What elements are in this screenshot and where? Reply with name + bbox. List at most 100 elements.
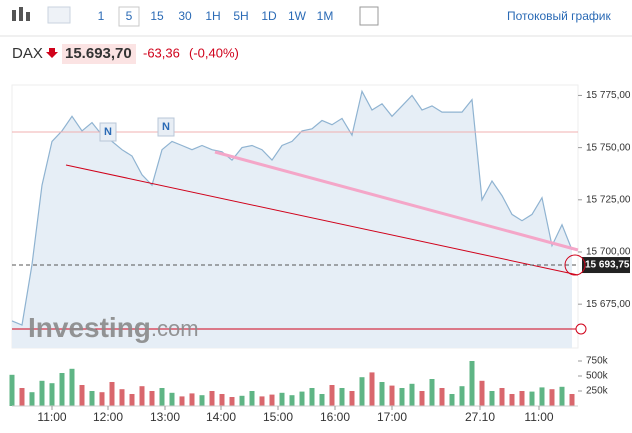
y-tick-label: 15 775,00 (586, 90, 631, 101)
interval[interactable]: 1M (317, 9, 334, 23)
news-marker: N (162, 121, 170, 133)
volume-tick-label: 250k (586, 386, 609, 397)
interval[interactable]: 1H (205, 9, 220, 23)
volume-bar (499, 388, 505, 406)
volume-bar (59, 373, 65, 406)
x-tick-label: 14:00 (206, 410, 236, 424)
volume-bar (419, 391, 425, 406)
interval[interactable]: 30 (178, 9, 192, 23)
selected-interval (118, 6, 140, 27)
volume-bar (279, 392, 285, 406)
volume-bar (139, 386, 145, 406)
interval[interactable]: 1D (261, 9, 277, 23)
volume-bar (19, 388, 25, 406)
volume-bar (159, 388, 165, 406)
volume-bar (449, 394, 455, 406)
x-tick-label: 17:00 (377, 410, 407, 424)
volume-bar (469, 361, 475, 406)
change: -63,36 (143, 45, 180, 60)
volume-tick-label: 750k (586, 356, 609, 367)
volume-bar (219, 394, 225, 406)
toolbar (0, 0, 632, 36)
volume-bar (299, 391, 305, 406)
change-pct: (-0,40%) (189, 45, 239, 60)
volume-bar (349, 391, 355, 406)
news-marker: N (104, 126, 112, 138)
volume-bar (459, 386, 465, 406)
volume-bar (379, 382, 385, 406)
volume-bar (129, 394, 135, 406)
area-fill (12, 91, 572, 349)
volume-bar (509, 394, 515, 406)
price-bg (62, 44, 136, 64)
volume-bar (229, 397, 235, 406)
last-price-box (582, 257, 630, 274)
settings-icon[interactable] (359, 6, 379, 26)
x-tick-label: 11:00 (524, 410, 553, 424)
volume-bar (189, 393, 195, 406)
last-price-label: 15 693,75 (585, 260, 630, 271)
volume-bar (479, 380, 485, 406)
volume-bar (119, 389, 125, 406)
y-tick-label: 15 700,00 (586, 247, 631, 258)
volume-bar (239, 395, 245, 406)
volume-bar (169, 392, 175, 406)
interval[interactable]: 5 (126, 9, 133, 23)
volume-bar (179, 396, 185, 406)
volume-bar (439, 388, 445, 406)
volume-bar (539, 387, 545, 406)
volume-bar (339, 388, 345, 406)
symbol: DAX (12, 45, 43, 62)
level-handle[interactable] (575, 323, 587, 335)
volume-bar (249, 391, 255, 406)
volume-bar (329, 385, 335, 406)
interval[interactable]: 1 (98, 9, 105, 23)
candle-icon[interactable] (12, 7, 30, 21)
y-tick-label: 15 750,00 (586, 142, 631, 153)
down-arrow (46, 48, 58, 58)
volume-bar (109, 382, 115, 406)
volume-bar (489, 391, 495, 406)
watermark-suffix: .com (151, 316, 199, 341)
x-tick-label: 15:00 (263, 410, 293, 424)
stream-link[interactable]: Потоковый график (507, 9, 611, 23)
volume-bar (319, 394, 325, 406)
watermark: Investing.com (28, 312, 199, 343)
volume-bar (289, 395, 295, 406)
volume-bar (89, 391, 95, 406)
interval[interactable]: 1W (288, 9, 307, 23)
area-icon[interactable] (47, 6, 71, 24)
watermark-brand: Investing (28, 312, 151, 343)
volume-bar (569, 394, 575, 406)
volume-bar (99, 392, 105, 406)
volume-bar (39, 380, 45, 406)
news-marker-bg[interactable] (157, 117, 175, 137)
last-price-handle (564, 254, 586, 276)
y-tick-label: 15 675,00 (586, 299, 631, 310)
y-tick-label: 15 725,00 (586, 194, 631, 205)
x-tick-label: 16:00 (320, 410, 350, 424)
volume-bar (369, 372, 375, 406)
volume-bar (519, 391, 525, 406)
volume-bar (359, 377, 365, 406)
price: 15.693,70 (65, 45, 132, 62)
interval[interactable]: 5H (233, 9, 248, 23)
interval[interactable]: 15 (150, 9, 164, 23)
volume-bar (309, 388, 315, 406)
x-tick-label: 11:00 (37, 410, 66, 424)
volume-bar (269, 394, 275, 406)
volume-bar (259, 396, 265, 406)
x-tick-label: 12:00 (93, 410, 123, 424)
volume-bar (79, 385, 85, 406)
news-marker-bg[interactable] (99, 122, 117, 142)
volume-bar (149, 391, 155, 406)
volume-bar (209, 391, 215, 406)
volume-bar (559, 386, 565, 406)
volume-bar (199, 395, 205, 406)
volume-tick-label: 500k (586, 371, 609, 382)
trend-line-pink (214, 150, 579, 252)
volume-bar (529, 391, 535, 406)
volume-bar (9, 374, 15, 406)
